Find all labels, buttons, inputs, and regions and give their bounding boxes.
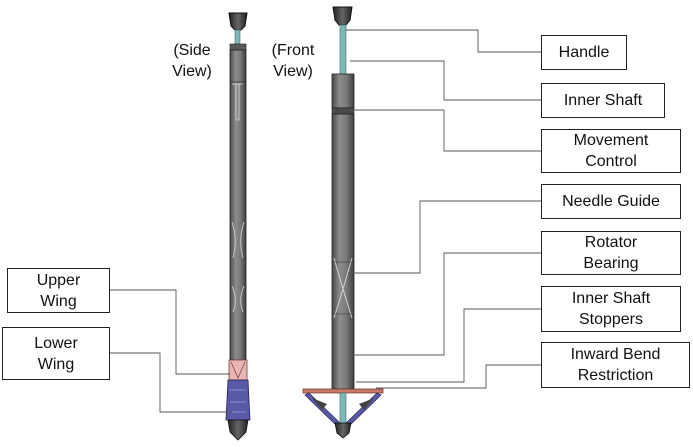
front-movement-control [331, 107, 355, 115]
leader-inner-shaft [350, 60, 541, 101]
side-view-label: (Side View) [172, 42, 212, 80]
inner-shaft-callout: Inner Shaft [541, 83, 665, 118]
front-restriction-bar [302, 388, 384, 394]
inward-bend-restriction-callout: Inward Bend Restriction [541, 342, 690, 388]
side-needle-pattern [231, 221, 245, 313]
side-shaft-cap [229, 43, 247, 51]
upper-wing-callout: Upper Wing [7, 268, 110, 313]
leader-inner-shaft-stoppers [356, 308, 541, 383]
leader-needle-guide [348, 200, 541, 274]
leader-movement-control [350, 109, 541, 152]
leader-handle [345, 29, 541, 53]
front-view-label: (Front View) [271, 42, 315, 80]
front-handle-knob [332, 6, 353, 26]
side-slot [232, 83, 243, 121]
needle-guide-callout: Needle Guide [541, 184, 681, 219]
side-handle-knob [228, 12, 248, 31]
side-lower-wing [225, 379, 251, 421]
leader-rotator-bearing [350, 252, 541, 356]
leader-lower-wing [110, 352, 232, 413]
side-main-shaft [229, 49, 247, 361]
leader-lines [110, 29, 541, 413]
leader-inward-bend [376, 364, 541, 389]
lower-wing-callout: Lower Wing [2, 327, 110, 380]
front-center-rod [339, 392, 347, 426]
front-tip [334, 422, 352, 439]
movement-control-callout: Movement Control [541, 129, 681, 173]
handle-callout: Handle [541, 35, 627, 70]
leader-upper-wing [110, 289, 230, 375]
side-view-device [225, 12, 251, 441]
inner-shaft-stoppers-callout: Inner Shaft Stoppers [541, 286, 681, 332]
side-tip [227, 419, 249, 441]
front-inner-shaft [331, 73, 355, 109]
front-main-shaft [331, 113, 355, 390]
front-view-device [302, 6, 384, 439]
side-handle-rod [234, 29, 241, 45]
rotator-bearing-callout: Rotator Bearing [541, 231, 681, 275]
front-needle-guide [333, 257, 353, 319]
front-handle-rod [339, 24, 347, 75]
